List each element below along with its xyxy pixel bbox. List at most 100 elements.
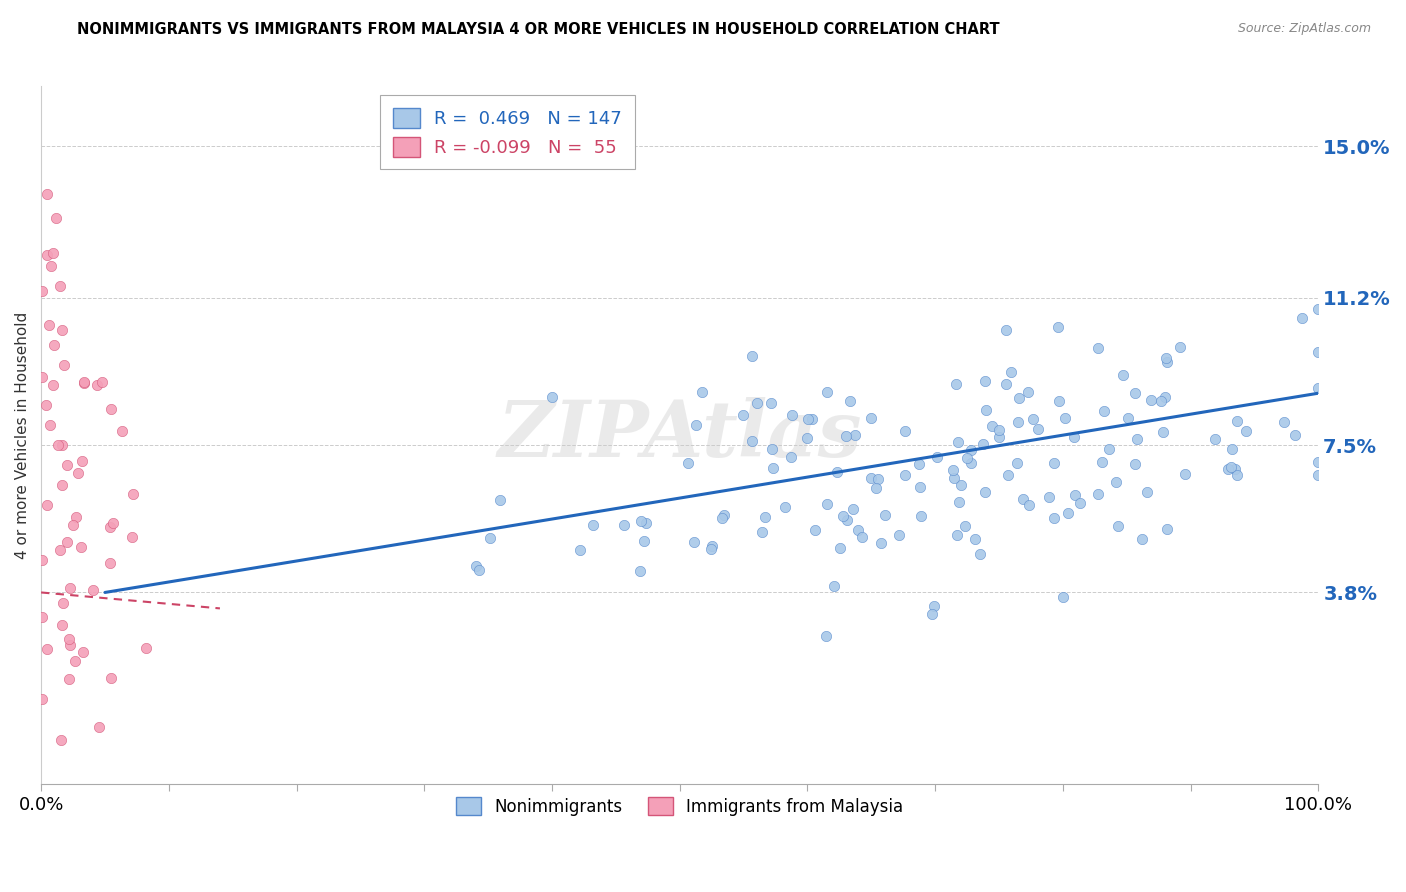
Point <box>851 530 873 544</box>
Point <box>1204 433 1226 447</box>
Point <box>804 523 827 537</box>
Point <box>121 486 143 500</box>
Point <box>994 323 1017 337</box>
Point <box>59 639 82 653</box>
Point <box>745 395 768 409</box>
Point <box>613 518 636 533</box>
Point <box>98 519 121 533</box>
Point <box>733 408 755 422</box>
Point <box>100 672 122 686</box>
Point <box>55 458 77 472</box>
Point <box>1043 511 1066 525</box>
Text: Source: ZipAtlas.com: Source: ZipAtlas.com <box>1237 22 1371 36</box>
Point <box>82 582 104 597</box>
Point <box>465 558 488 573</box>
Point <box>1156 522 1178 536</box>
Point <box>37 186 59 201</box>
Point <box>111 424 134 438</box>
Point <box>685 418 707 433</box>
Point <box>31 692 53 706</box>
Point <box>59 581 82 595</box>
Point <box>1043 457 1066 471</box>
Point <box>55 535 77 549</box>
Point <box>678 456 700 470</box>
Point <box>759 396 782 410</box>
Text: NONIMMIGRANTS VS IMMIGRANTS FROM MALAYSIA 4 OR MORE VEHICLES IN HOUSEHOLD CORREL: NONIMMIGRANTS VS IMMIGRANTS FROM MALAYSI… <box>77 22 1000 37</box>
Point <box>974 374 997 388</box>
Point <box>960 456 983 470</box>
Point <box>1308 344 1330 359</box>
Point <box>754 509 776 524</box>
Point <box>762 460 785 475</box>
Point <box>1000 365 1022 379</box>
Point <box>1064 487 1087 501</box>
Point <box>1038 490 1060 504</box>
Point <box>62 517 84 532</box>
Point <box>830 541 852 556</box>
Point <box>73 375 96 389</box>
Point <box>859 410 882 425</box>
Point <box>814 629 837 643</box>
Point <box>1047 394 1070 409</box>
Point <box>37 498 59 512</box>
Point <box>1112 368 1135 383</box>
Y-axis label: 4 or more Vehicles in Household: 4 or more Vehicles in Household <box>15 311 30 558</box>
Point <box>35 398 58 412</box>
Point <box>70 454 93 468</box>
Point <box>67 466 90 480</box>
Point <box>893 467 915 482</box>
Point <box>1056 506 1078 520</box>
Point <box>73 376 96 391</box>
Point <box>1308 468 1330 483</box>
Point <box>98 556 121 570</box>
Point <box>51 323 73 337</box>
Point <box>846 524 869 538</box>
Point <box>46 438 69 452</box>
Point <box>1005 456 1028 470</box>
Point <box>1126 432 1149 446</box>
Point <box>63 654 86 668</box>
Point <box>741 349 763 363</box>
Point <box>569 543 592 558</box>
Point <box>831 508 853 523</box>
Point <box>825 465 848 479</box>
Point <box>1107 519 1129 533</box>
Point <box>815 497 838 511</box>
Point <box>922 599 945 613</box>
Point <box>815 385 838 400</box>
Point <box>1087 342 1109 356</box>
Point <box>908 480 931 494</box>
Point <box>58 632 80 646</box>
Point <box>972 437 994 451</box>
Point <box>844 428 866 442</box>
Point <box>997 467 1019 482</box>
Point <box>988 423 1011 437</box>
Point <box>1216 462 1239 476</box>
Point <box>955 519 977 533</box>
Point <box>31 284 53 298</box>
Point <box>796 431 818 445</box>
Point <box>1226 414 1249 428</box>
Point <box>1063 430 1085 444</box>
Point <box>1123 386 1146 401</box>
Point <box>51 438 73 452</box>
Point <box>949 478 972 492</box>
Point <box>988 430 1011 444</box>
Point <box>969 548 991 562</box>
Point <box>942 462 965 476</box>
Point <box>72 645 94 659</box>
Point <box>910 509 932 524</box>
Point <box>1116 411 1139 425</box>
Legend: Nonimmigrants, Immigrants from Malaysia: Nonimmigrants, Immigrants from Malaysia <box>449 789 911 824</box>
Point <box>889 528 911 542</box>
Point <box>52 596 75 610</box>
Point <box>1156 355 1178 369</box>
Text: ZIPAtlas: ZIPAtlas <box>498 397 862 474</box>
Point <box>873 508 896 523</box>
Point <box>927 450 949 464</box>
Point <box>1047 319 1070 334</box>
Point <box>860 470 883 484</box>
Point <box>42 246 65 260</box>
Point <box>37 641 59 656</box>
Point <box>1022 412 1045 426</box>
